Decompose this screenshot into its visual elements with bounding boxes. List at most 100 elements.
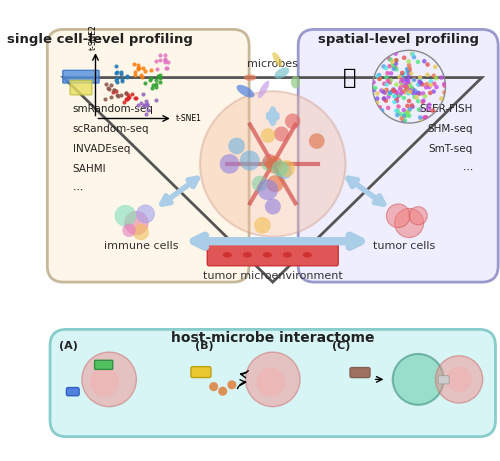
- Circle shape: [427, 102, 432, 107]
- FancyBboxPatch shape: [208, 244, 338, 266]
- Circle shape: [394, 61, 398, 66]
- Circle shape: [384, 75, 388, 80]
- FancyBboxPatch shape: [438, 376, 449, 384]
- Circle shape: [240, 151, 260, 171]
- Ellipse shape: [291, 76, 300, 89]
- Circle shape: [404, 84, 409, 89]
- Point: [152, 81, 160, 88]
- Circle shape: [388, 90, 393, 95]
- Circle shape: [439, 75, 444, 80]
- Circle shape: [200, 91, 346, 236]
- Circle shape: [402, 114, 406, 118]
- Circle shape: [406, 109, 410, 114]
- Circle shape: [403, 71, 407, 76]
- Point: [161, 55, 169, 62]
- Circle shape: [398, 86, 403, 91]
- Circle shape: [410, 52, 414, 56]
- Ellipse shape: [242, 252, 252, 258]
- Circle shape: [405, 104, 409, 108]
- Circle shape: [384, 66, 388, 71]
- Circle shape: [261, 157, 275, 171]
- Circle shape: [407, 84, 412, 89]
- Circle shape: [406, 84, 411, 89]
- Circle shape: [400, 90, 404, 94]
- Circle shape: [390, 88, 395, 93]
- Circle shape: [406, 68, 410, 72]
- Circle shape: [396, 95, 400, 99]
- Circle shape: [404, 88, 408, 92]
- Circle shape: [402, 89, 406, 94]
- Circle shape: [402, 95, 406, 100]
- Circle shape: [381, 89, 386, 94]
- Text: spatial-level profiling: spatial-level profiling: [318, 33, 478, 46]
- Circle shape: [418, 75, 422, 80]
- Point: [140, 101, 148, 109]
- Circle shape: [384, 82, 389, 87]
- Circle shape: [402, 55, 406, 60]
- Circle shape: [418, 82, 422, 86]
- Circle shape: [90, 367, 119, 396]
- Point: [152, 57, 160, 65]
- Ellipse shape: [262, 252, 272, 258]
- Text: scRandom-seq: scRandom-seq: [73, 124, 150, 135]
- Circle shape: [392, 64, 396, 68]
- Point: [152, 77, 160, 84]
- Circle shape: [405, 67, 409, 71]
- Circle shape: [388, 90, 392, 95]
- Point: [130, 71, 138, 78]
- Ellipse shape: [222, 252, 232, 258]
- Circle shape: [394, 109, 398, 113]
- Circle shape: [254, 217, 271, 234]
- Circle shape: [424, 115, 428, 119]
- Circle shape: [285, 113, 300, 129]
- Circle shape: [430, 108, 435, 113]
- Circle shape: [380, 108, 384, 113]
- Circle shape: [388, 79, 392, 84]
- Circle shape: [394, 67, 398, 71]
- Circle shape: [404, 85, 409, 89]
- Circle shape: [418, 92, 422, 96]
- Circle shape: [372, 80, 376, 84]
- Text: (C): (C): [332, 341, 350, 351]
- Circle shape: [396, 104, 401, 109]
- Circle shape: [394, 83, 398, 87]
- Circle shape: [408, 89, 412, 94]
- Text: ⋯: ⋯: [462, 165, 472, 174]
- Circle shape: [407, 84, 412, 89]
- Text: SmT-seq: SmT-seq: [428, 144, 472, 154]
- FancyBboxPatch shape: [66, 388, 79, 396]
- FancyBboxPatch shape: [70, 80, 92, 95]
- Circle shape: [416, 99, 420, 103]
- FancyBboxPatch shape: [94, 361, 113, 369]
- Text: (B): (B): [196, 341, 214, 351]
- Point: [152, 96, 160, 103]
- Circle shape: [416, 91, 421, 95]
- Text: (A): (A): [59, 341, 78, 351]
- Circle shape: [388, 80, 392, 85]
- Circle shape: [252, 176, 268, 192]
- Circle shape: [400, 79, 405, 83]
- Circle shape: [418, 79, 422, 84]
- Circle shape: [408, 87, 414, 92]
- Circle shape: [382, 82, 386, 86]
- Point: [113, 68, 121, 75]
- Circle shape: [385, 71, 390, 76]
- Circle shape: [402, 108, 406, 112]
- Circle shape: [412, 77, 416, 82]
- Point: [125, 94, 133, 101]
- FancyBboxPatch shape: [191, 366, 211, 378]
- Circle shape: [446, 366, 472, 392]
- Circle shape: [412, 77, 416, 82]
- Circle shape: [394, 99, 399, 103]
- Ellipse shape: [302, 252, 312, 258]
- Circle shape: [402, 119, 406, 124]
- Point: [107, 82, 115, 89]
- Circle shape: [402, 112, 407, 116]
- Circle shape: [432, 82, 436, 86]
- Circle shape: [406, 86, 411, 90]
- Circle shape: [398, 85, 403, 89]
- Point: [102, 81, 110, 88]
- Circle shape: [407, 99, 412, 103]
- Circle shape: [372, 88, 376, 92]
- Circle shape: [256, 367, 286, 396]
